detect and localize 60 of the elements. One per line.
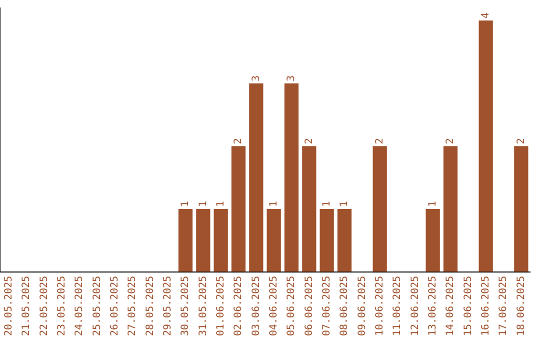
x-tick-label: 14.06.2025 (445, 276, 456, 336)
x-tick-label: 26.05.2025 (109, 276, 120, 336)
data-label: 1 (180, 200, 192, 207)
bar (320, 208, 334, 272)
data-label: 2 (374, 138, 386, 144)
bar (214, 208, 228, 272)
x-tick-label: 07.06.2025 (321, 276, 332, 336)
data-label: 1 (427, 200, 438, 207)
data-label: 1 (268, 200, 280, 207)
data-label: 1 (215, 200, 226, 207)
x-tick-label: 03.06.2025 (250, 276, 262, 336)
x-tick-label: 09.06.2025 (356, 276, 368, 336)
x-tick-label: 24.05.2025 (74, 276, 86, 336)
x-tick-label: 04.06.2025 (268, 276, 280, 336)
x-tick-label: 01.06.2025 (215, 276, 226, 336)
x-tick-label: 22.05.2025 (38, 276, 50, 336)
x-tick-label: 31.05.2025 (198, 276, 209, 336)
x-tick-label: 08.06.2025 (339, 276, 350, 336)
x-tick-label: 18.06.2025 (516, 276, 527, 336)
data-label: 3 (250, 75, 262, 82)
x-tick-label: 29.05.2025 (162, 276, 174, 336)
bar (266, 208, 281, 272)
data-label: 3 (286, 75, 298, 82)
x-tick-label: 05.06.2025 (286, 276, 298, 336)
data-label: 2 (516, 138, 527, 144)
bar (284, 83, 299, 272)
bar (302, 146, 316, 272)
x-tick-label: 11.06.2025 (392, 276, 404, 336)
x-tick-label: 21.05.2025 (21, 276, 32, 336)
x-tick-label: 30.05.2025 (180, 276, 192, 336)
x-tick-label: 17.06.2025 (498, 276, 510, 336)
x-tick-label: 06.06.2025 (304, 276, 315, 336)
data-label: 1 (198, 200, 209, 207)
data-label: 2 (304, 138, 315, 144)
bar (249, 83, 264, 272)
x-tick-label: 20.05.2025 (3, 276, 14, 336)
bar (426, 208, 440, 272)
x-tick-label: 13.06.2025 (427, 276, 438, 336)
bar (178, 208, 193, 272)
bar (196, 208, 210, 272)
x-tick-label: 25.05.2025 (92, 276, 103, 336)
x-tick-label: 23.05.2025 (56, 276, 68, 336)
bar (231, 146, 246, 272)
bar (443, 146, 458, 272)
bar (478, 20, 493, 272)
data-label: 2 (233, 138, 244, 144)
data-label: 2 (445, 138, 456, 144)
bar (514, 146, 528, 272)
x-tick-label: 02.06.2025 (233, 276, 244, 336)
bar (337, 208, 352, 272)
bar (372, 146, 387, 272)
data-label: 1 (321, 200, 332, 207)
data-label: 1 (339, 200, 350, 207)
x-tick-label: 27.05.2025 (127, 276, 138, 336)
x-tick-label: 15.06.2025 (462, 276, 474, 336)
x-tick-label: 10.06.2025 (374, 276, 386, 336)
x-tick-label: 28.05.2025 (144, 276, 156, 336)
x-tick-label: 12.06.2025 (410, 276, 421, 336)
data-label: 4 (480, 12, 492, 19)
x-tick-label: 16.06.2025 (480, 276, 492, 336)
